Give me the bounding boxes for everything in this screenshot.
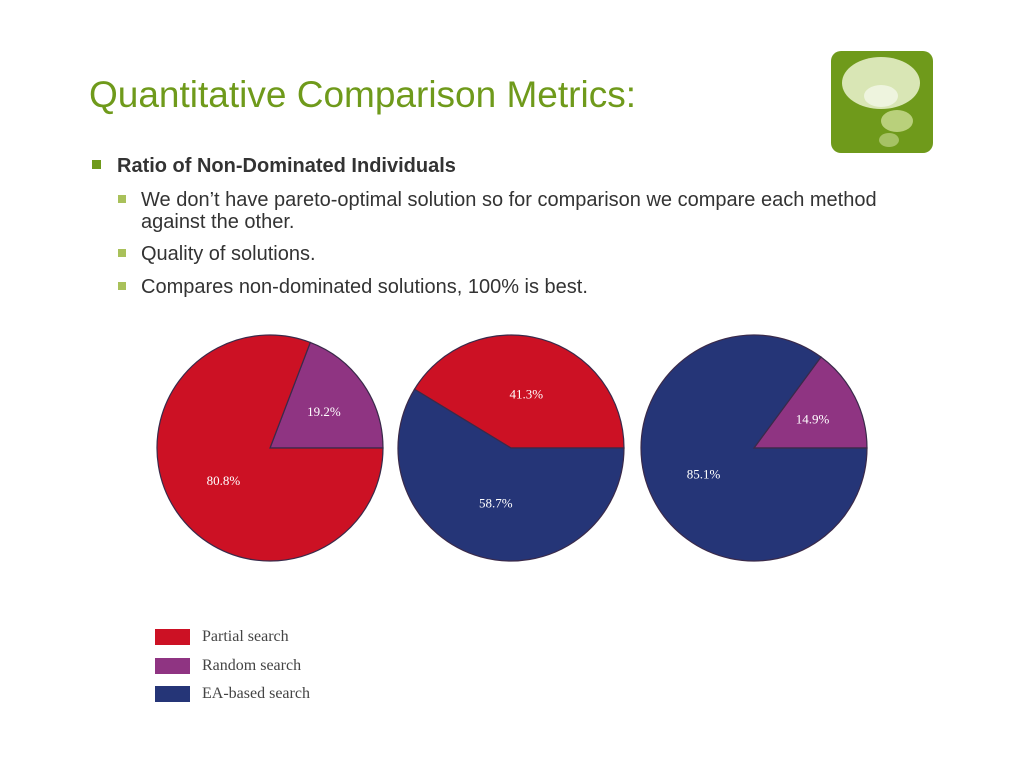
speech-bubbles-icon [831,51,933,153]
bullet-square-icon [92,160,101,169]
pie-1-slice-2 [156,334,384,562]
pie-3-label-1: 14.9% [796,411,830,426]
sub-bullet-text: Quality of solutions. [141,243,316,265]
legend-label: Random search [202,657,302,674]
sub-bullet-square-icon [118,249,126,257]
pie-3-slice-2 [640,334,868,562]
pie-1-label-2: 80.8% [207,473,241,488]
bullet-main-text: Ratio of Non-Dominated Individuals [117,155,456,177]
legend-label: Partial search [202,628,289,645]
pie-3-label-2: 85.1% [687,466,721,481]
legend-swatch [155,629,190,645]
legend-swatch [155,658,190,674]
sub-bullet-text: We don’t have pareto-optimal solution so… [141,189,877,233]
sub-bullet-square-icon [118,195,126,203]
pie-1-label-1: 19.2% [307,404,341,419]
pie-2-slice-2 [397,388,625,562]
pie-1-slice-1 [269,341,384,449]
pie-2-label-1: 41.3% [509,387,543,402]
legend-swatch [155,686,190,702]
pie-3-slice-1 [752,356,868,449]
pie-2-label-2: 58.7% [479,495,513,510]
sub-bullet-square-icon [118,282,126,290]
sub-bullet-text: Compares non-dominated solutions, 100% i… [141,276,588,298]
slide-title: Quantitative Comparison Metrics: [89,74,636,115]
pie-charts: 19.2% 80.8% 41.3% 58.7% 14.9% 85.1% [156,334,868,562]
pie-2-slice-1 [413,334,625,449]
legend-label: EA-based search [202,685,310,702]
